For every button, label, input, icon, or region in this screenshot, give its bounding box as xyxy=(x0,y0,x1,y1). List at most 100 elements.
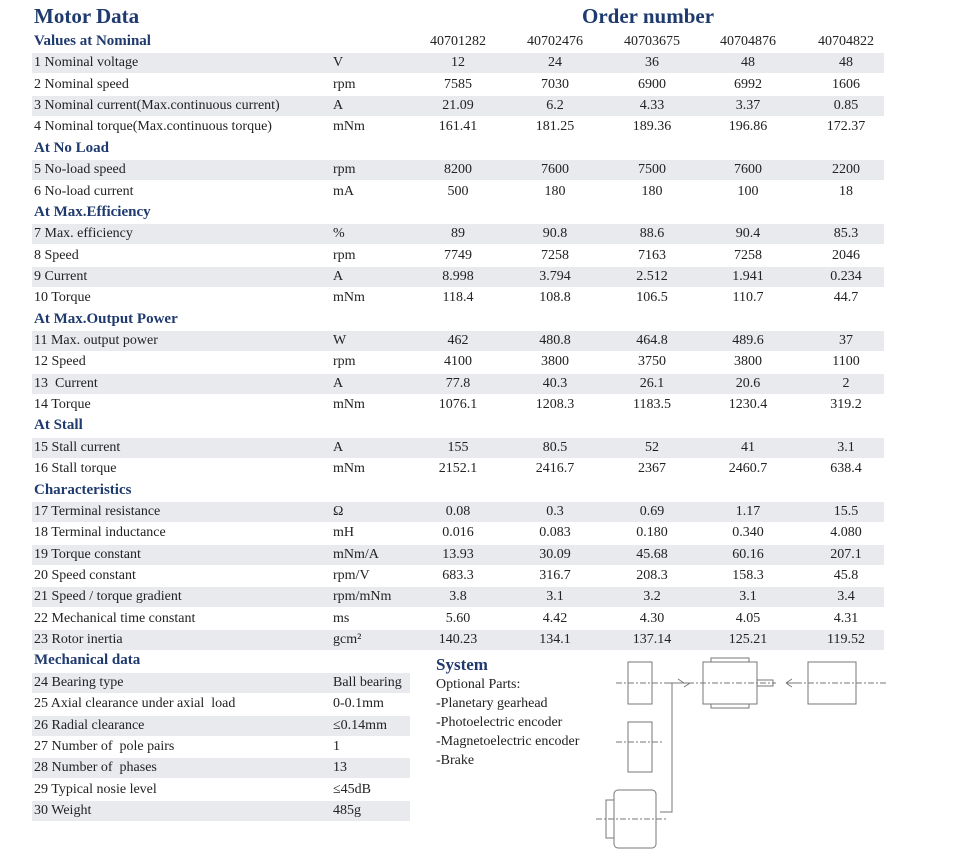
row-label: 27 Number of pole pairs xyxy=(34,738,175,754)
row-unit: Ω xyxy=(333,503,344,519)
row-value: 3800 xyxy=(541,354,569,370)
row-value: 2200 xyxy=(832,162,860,178)
row-value: 45.68 xyxy=(636,546,668,562)
row-value: 7600 xyxy=(541,162,569,178)
row-unit: rpm xyxy=(333,162,356,178)
row-value: 48 xyxy=(741,55,755,71)
row-band xyxy=(32,758,410,779)
row-value: 464.8 xyxy=(636,333,668,349)
row-value: 500 xyxy=(447,183,469,199)
row-value: 12 xyxy=(451,55,465,71)
row-value: ≤45dB xyxy=(333,781,372,797)
row-label: 10 Torque xyxy=(34,290,91,306)
row-unit: rpm xyxy=(333,76,356,92)
row-unit: A xyxy=(333,98,344,114)
row-label: 30 Weight xyxy=(34,802,92,818)
row-value: 90.8 xyxy=(542,226,568,242)
row-value: 13.93 xyxy=(442,546,474,562)
row-value: 100 xyxy=(737,183,759,199)
order-number: 40703675 xyxy=(624,34,680,49)
row-label: 14 Torque xyxy=(34,397,91,413)
row-unit: rpm/V xyxy=(333,568,370,583)
row-unit: rpm xyxy=(333,247,356,263)
row-value: 316.7 xyxy=(539,568,571,583)
row-unit: V xyxy=(333,55,344,71)
row-value: 155 xyxy=(447,439,469,455)
row-value: 158.3 xyxy=(732,568,764,583)
row-value: 5.60 xyxy=(445,610,471,626)
row-value: 4.080 xyxy=(830,525,862,541)
row-value: 20.6 xyxy=(735,375,761,391)
row-value: 7600 xyxy=(734,162,762,178)
row-label: 29 Typical nosie level xyxy=(34,781,157,797)
row-value: 4.42 xyxy=(542,610,568,626)
row-value: 3.4 xyxy=(837,589,855,605)
row-band xyxy=(32,672,410,693)
row-value: 196.86 xyxy=(728,119,768,135)
row-band xyxy=(32,587,884,608)
row-unit: A xyxy=(333,268,344,284)
system-item: -Magnetoelectric encoder xyxy=(436,734,580,750)
section-heading: At Max.Efficiency xyxy=(34,203,151,220)
row-label: 5 No-load speed xyxy=(34,162,126,178)
system-item: -Photoelectric encoder xyxy=(436,715,563,731)
row-value: 0.083 xyxy=(539,525,571,541)
row-label: 11 Max. output power xyxy=(34,333,158,349)
row-value: 480.8 xyxy=(539,333,571,349)
title: Motor Data xyxy=(34,4,140,28)
row-value: 106.5 xyxy=(636,290,668,306)
row-label: 8 Speed xyxy=(34,247,79,263)
system-diagram xyxy=(596,657,886,849)
row-value: 4.33 xyxy=(639,98,665,114)
row-value: 7258 xyxy=(734,247,762,263)
row-value: 0-0.1mm xyxy=(333,696,384,712)
section-heading: At Stall xyxy=(34,417,83,434)
row-value: 2 xyxy=(842,375,850,391)
row-band xyxy=(32,160,884,181)
row-value: 0.85 xyxy=(833,98,859,114)
row-value: 0.340 xyxy=(732,525,764,541)
row-value: 6992 xyxy=(734,76,762,92)
order-number: 40704822 xyxy=(818,34,874,49)
row-value: 1076.1 xyxy=(438,397,478,413)
row-value: 60.16 xyxy=(732,546,764,562)
row-value: 1100 xyxy=(832,354,860,370)
row-value: 125.21 xyxy=(728,632,768,648)
row-label: 26 Radial clearance xyxy=(34,717,145,733)
section-heading: At Max.Output Power xyxy=(34,310,178,327)
row-value: 3.8 xyxy=(449,589,467,605)
row-value: 0.08 xyxy=(445,503,471,519)
row-band xyxy=(32,544,884,565)
row-label: 15 Stall current xyxy=(34,439,121,455)
row-value: 0.234 xyxy=(830,268,862,284)
row-unit: mH xyxy=(333,525,354,541)
row-value: 638.4 xyxy=(830,461,862,477)
row-unit: mNm xyxy=(333,397,365,413)
row-value: 1183.5 xyxy=(633,397,671,413)
row-value: 137.14 xyxy=(632,632,672,648)
row-value: 4.30 xyxy=(639,610,665,626)
row-band xyxy=(32,715,410,736)
row-unit: A xyxy=(333,375,344,391)
row-value: 37 xyxy=(839,333,853,349)
row-value: 161.41 xyxy=(438,119,478,135)
row-band xyxy=(32,266,884,287)
row-value: 0.180 xyxy=(636,525,668,541)
row-value: 90.4 xyxy=(735,226,761,242)
row-value: 189.36 xyxy=(632,119,672,135)
row-value: 4.05 xyxy=(735,610,761,626)
row-value: 180 xyxy=(544,183,566,199)
row-value: 7500 xyxy=(638,162,666,178)
system-subtitle: Optional Parts: xyxy=(436,677,521,693)
row-label: 2 Nominal speed xyxy=(34,76,129,92)
section-heading: At No Load xyxy=(34,139,110,156)
row-label: 12 Speed xyxy=(34,354,86,370)
row-value: 6.2 xyxy=(546,98,564,114)
row-label: 13 Current xyxy=(34,375,98,391)
row-value: 2.512 xyxy=(636,268,668,284)
order-number: 40702476 xyxy=(527,34,583,49)
row-value: 319.2 xyxy=(830,397,862,413)
row-value: 4.31 xyxy=(833,610,859,626)
system-title: System xyxy=(436,655,488,675)
